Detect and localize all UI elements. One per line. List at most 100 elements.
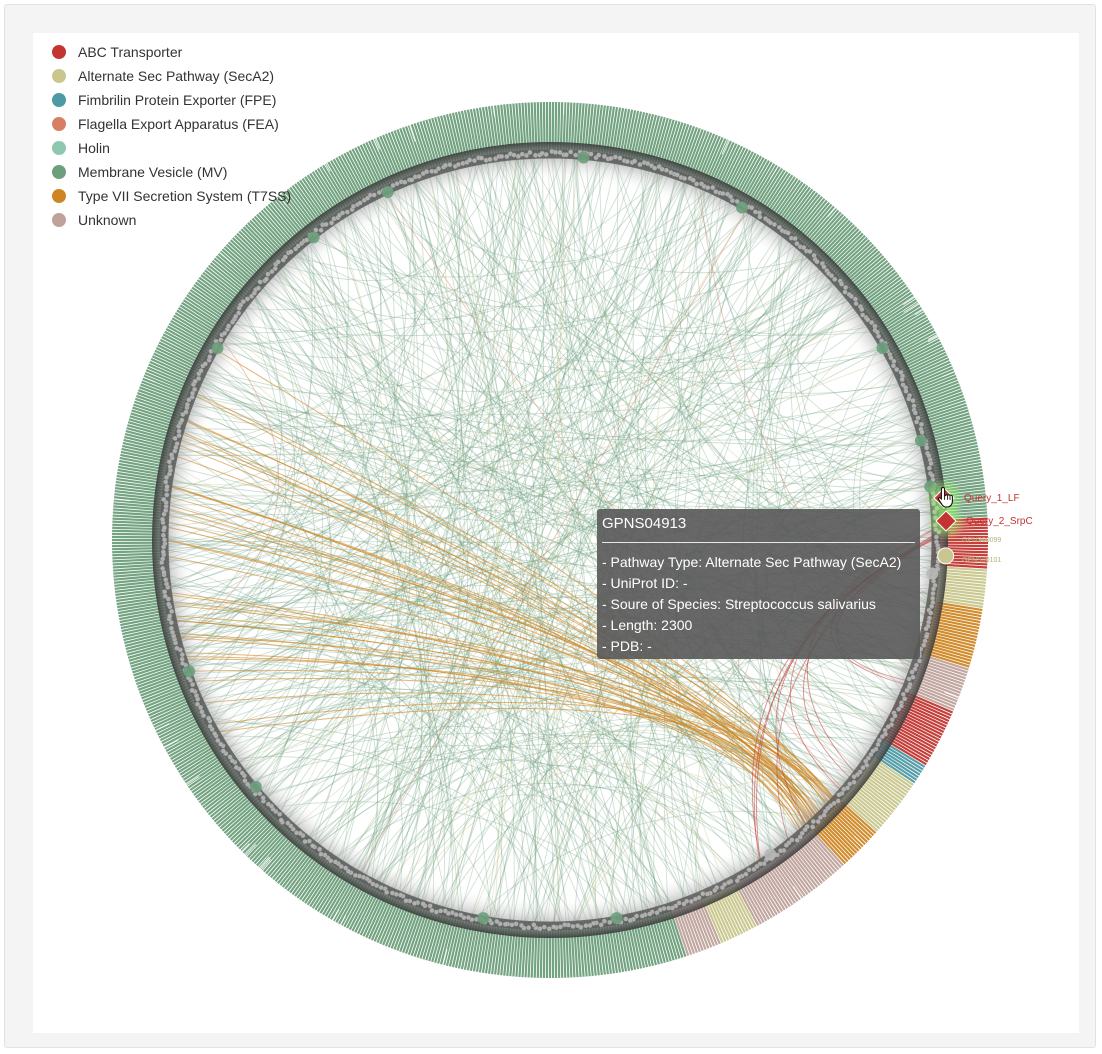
ring-node[interactable] (218, 741, 224, 747)
ring-node[interactable] (277, 811, 283, 817)
ring-node[interactable] (924, 445, 930, 451)
ring-node[interactable] (222, 330, 228, 336)
ring-node[interactable] (794, 241, 800, 247)
ring-node[interactable] (627, 917, 633, 924)
ring-node-large[interactable] (926, 567, 939, 580)
ring-node[interactable] (918, 421, 924, 427)
ring-node[interactable] (926, 465, 933, 471)
legend-item-holin[interactable]: Holin (52, 136, 291, 160)
ring-node[interactable] (624, 158, 631, 165)
ring-node[interactable] (471, 157, 478, 164)
ring-node[interactable] (720, 190, 726, 197)
ring-node[interactable] (166, 459, 172, 465)
ring-node[interactable] (233, 764, 239, 771)
ring-node[interactable] (318, 851, 324, 857)
ring-node[interactable] (815, 818, 821, 825)
ring-node[interactable] (663, 167, 670, 173)
ring-node[interactable] (912, 410, 918, 416)
ring-node[interactable] (835, 798, 841, 804)
ring-node[interactable] (288, 249, 294, 255)
ring-node[interactable] (240, 299, 246, 305)
ring-node[interactable] (810, 818, 816, 825)
ring-node[interactable] (860, 312, 866, 318)
ring-node-large[interactable] (736, 201, 748, 214)
ring-node[interactable] (864, 762, 870, 768)
ring-node[interactable] (541, 924, 547, 930)
ring-node[interactable] (868, 751, 874, 758)
ring-node[interactable] (370, 881, 376, 887)
ring-node[interactable] (442, 908, 448, 914)
ring-node[interactable] (211, 730, 218, 737)
ring-node[interactable] (839, 281, 845, 287)
ring-node[interactable] (531, 922, 537, 928)
ring-node[interactable] (681, 901, 687, 907)
ring-node[interactable] (328, 220, 335, 226)
legend-item-flagella-export-apparatus[interactable]: Flagella Export Apparatus (FEA) (52, 112, 291, 136)
ring-node[interactable] (928, 610, 934, 616)
ring-node[interactable] (828, 273, 835, 279)
ring-node[interactable] (659, 166, 665, 172)
ring-node[interactable] (339, 210, 346, 216)
ring-node[interactable] (191, 386, 198, 392)
ring-node[interactable] (526, 925, 532, 931)
ring-node[interactable] (409, 177, 415, 183)
ring-node[interactable] (688, 898, 694, 905)
ring-node[interactable] (442, 162, 449, 168)
ring-node[interactable] (785, 230, 791, 236)
ring-node[interactable] (242, 778, 248, 784)
ring-node[interactable] (269, 268, 275, 275)
ring-node[interactable] (909, 669, 915, 675)
ring-node[interactable] (275, 259, 281, 265)
ring-node[interactable] (906, 676, 912, 682)
ring-node[interactable] (227, 754, 233, 760)
ring-node[interactable] (654, 910, 660, 916)
ring-node[interactable] (202, 361, 208, 367)
ring-node[interactable] (821, 264, 827, 270)
ring-node[interactable] (692, 896, 698, 902)
ring-node[interactable] (205, 715, 212, 721)
ring-node[interactable] (817, 814, 824, 821)
ring-node[interactable] (220, 748, 226, 754)
ring-node[interactable] (435, 166, 442, 172)
ring-node[interactable] (930, 590, 936, 597)
ring-node[interactable] (176, 428, 182, 434)
ring-node[interactable] (896, 706, 902, 712)
ring-node[interactable] (719, 884, 725, 891)
ring-node[interactable] (162, 589, 168, 595)
ring-node[interactable] (433, 909, 439, 915)
ring-node[interactable] (278, 817, 284, 823)
ring-node[interactable] (562, 922, 568, 928)
ring-node[interactable] (810, 824, 816, 830)
legend-item-abc-transporter[interactable]: ABC Transporter (52, 40, 291, 64)
ring-node[interactable] (265, 271, 271, 277)
ring-node[interactable] (167, 464, 173, 470)
ring-node[interactable] (295, 243, 301, 249)
ring-node[interactable] (160, 532, 166, 538)
ring-node[interactable] (323, 221, 329, 227)
ring-node[interactable] (583, 923, 589, 929)
ring-node[interactable] (842, 284, 849, 291)
ring-node[interactable] (316, 846, 323, 852)
ring-node[interactable] (836, 792, 842, 798)
ring-node[interactable] (189, 682, 196, 688)
ring-node[interactable] (478, 155, 485, 161)
ring-node[interactable] (771, 221, 778, 228)
ring-node[interactable] (168, 625, 174, 631)
ring-node-large[interactable] (914, 434, 927, 447)
ring-node[interactable] (179, 417, 185, 423)
ring-node[interactable] (378, 884, 384, 891)
ring-node[interactable] (163, 479, 169, 485)
ring-node[interactable] (215, 737, 221, 744)
ring-node[interactable] (557, 149, 563, 156)
ring-node[interactable] (467, 157, 473, 163)
ring-node[interactable] (504, 153, 510, 160)
ring-node[interactable] (910, 398, 916, 404)
ring-node[interactable] (876, 333, 882, 339)
ring-node[interactable] (260, 795, 266, 801)
ring-node[interactable] (900, 691, 906, 697)
ring-node[interactable] (176, 432, 182, 439)
ring-node[interactable] (502, 921, 508, 927)
ring-node[interactable] (916, 658, 923, 664)
ring-node[interactable] (179, 656, 185, 662)
ring-node[interactable] (207, 723, 213, 729)
